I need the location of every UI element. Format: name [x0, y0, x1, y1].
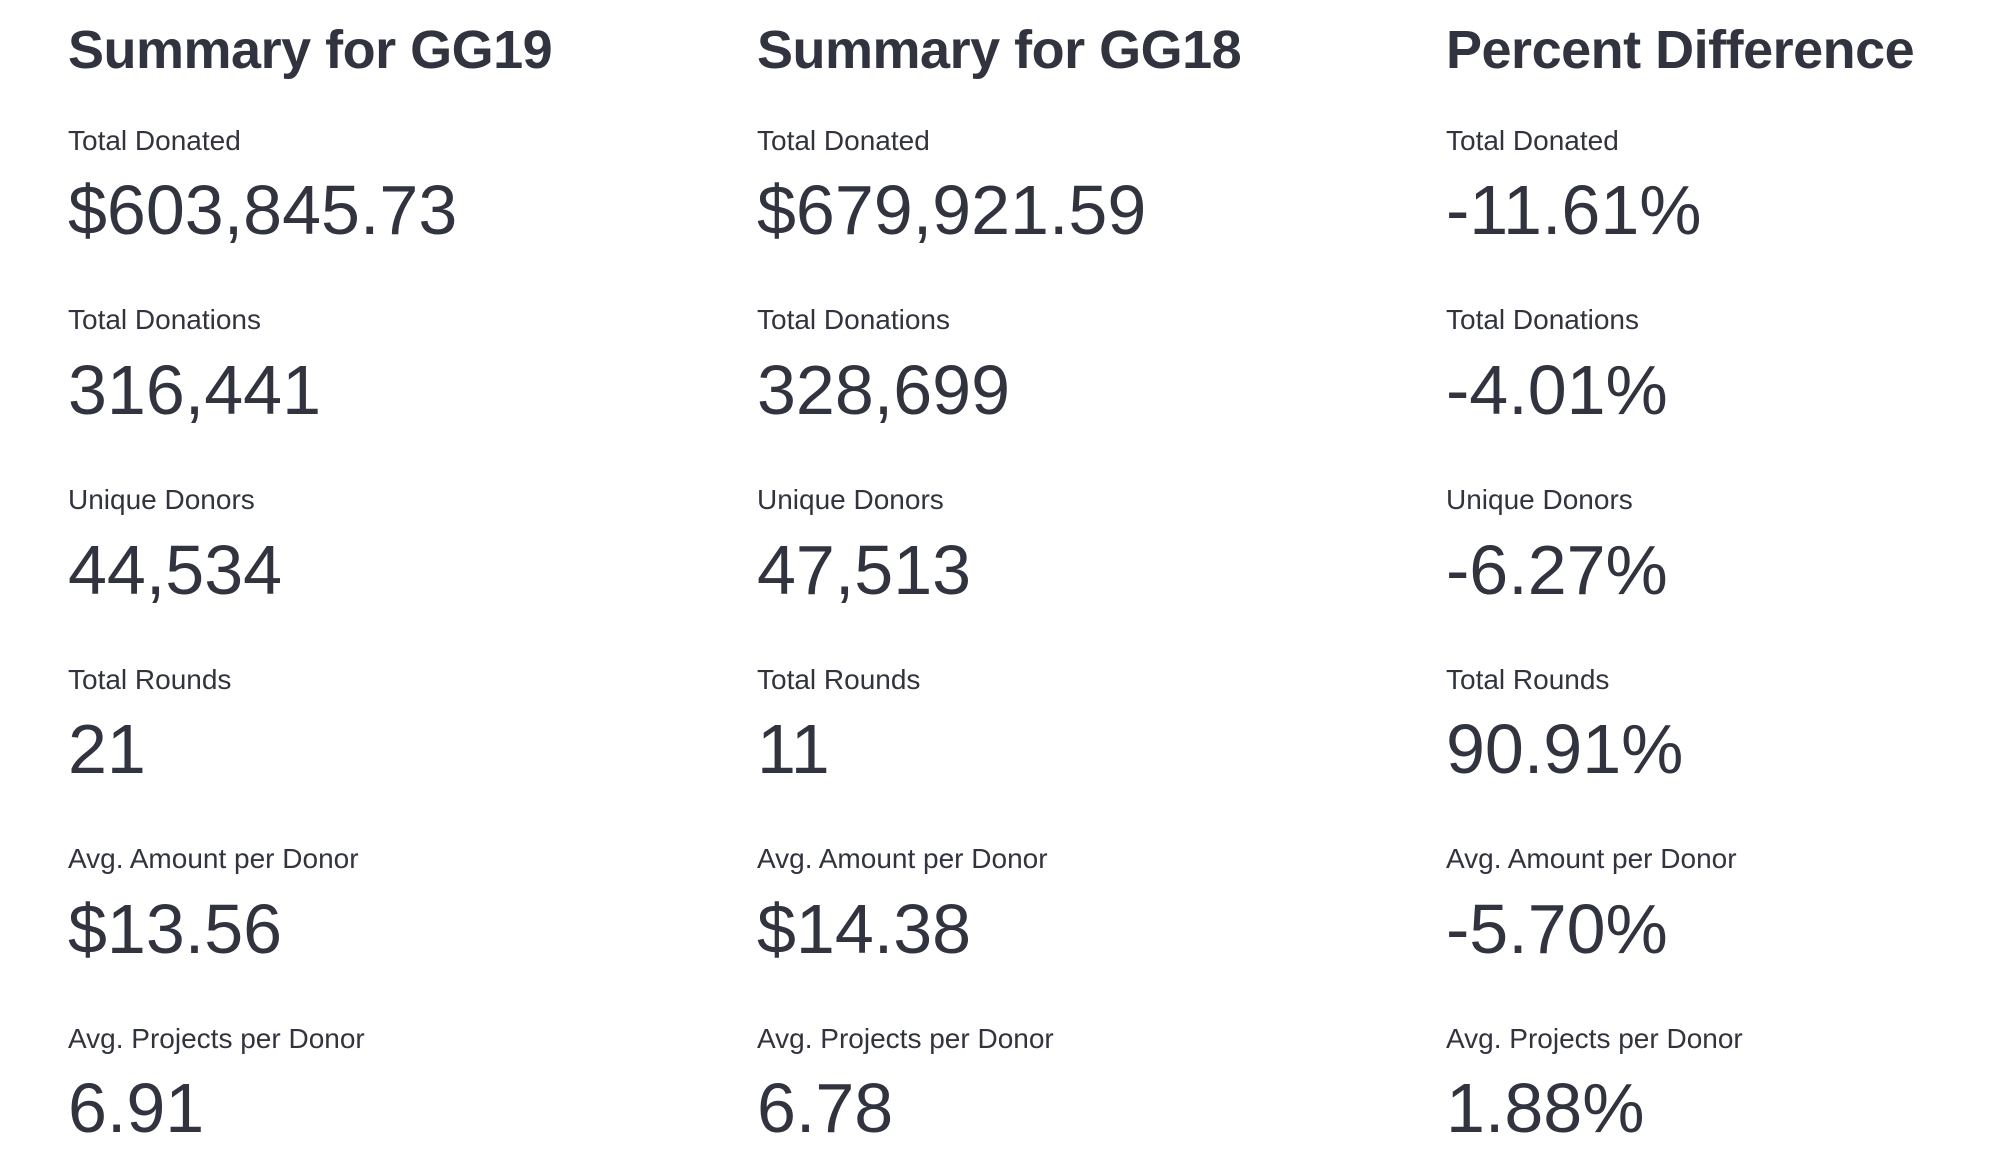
- metric-value: 21: [68, 710, 146, 789]
- metric-label: Unique Donors: [68, 483, 255, 515]
- metric-label: Total Rounds: [1446, 663, 1610, 695]
- metric-avg-amount-per-donor: Avg. Amount per Donor -5.70%: [1446, 842, 2000, 971]
- metric-value: 11: [757, 710, 830, 789]
- metric-avg-amount-per-donor: Avg. Amount per Donor $14.38: [757, 842, 1311, 971]
- metric-total-donated: Total Donated $679,921.59: [757, 124, 1311, 253]
- metric-value: -5.70%: [1446, 889, 1668, 968]
- metric-total-donated: Total Donated -11.61%: [1446, 124, 2000, 253]
- metric-label: Avg. Amount per Donor: [757, 843, 1048, 875]
- metric-value: 47,513: [757, 530, 972, 609]
- metric-value: 316,441: [68, 350, 322, 429]
- metric-total-rounds: Total Rounds 21: [68, 663, 622, 792]
- metric-avg-projects-per-donor: Avg. Projects per Donor 6.78: [757, 1022, 1311, 1151]
- metric-label: Total Donations: [68, 304, 262, 336]
- metric-value: $679,921.59: [757, 171, 1147, 250]
- metric-label: Unique Donors: [1446, 483, 1633, 515]
- metric-value: 44,534: [68, 530, 283, 609]
- metric-total-donations: Total Donations 316,441: [68, 303, 622, 432]
- metric-label: Total Donations: [757, 304, 951, 336]
- metric-total-donated: Total Donated $603,845.73: [68, 124, 622, 253]
- summary-column-gg18: Summary for GG18 Total Donated $679,921.…: [757, 18, 1311, 1170]
- metric-avg-amount-per-donor: Avg. Amount per Donor $13.56: [68, 842, 622, 971]
- metric-avg-projects-per-donor: Avg. Projects per Donor 1.88%: [1446, 1022, 2000, 1151]
- metric-unique-donors: Unique Donors 47,513: [757, 483, 1311, 612]
- column-title: Summary for GG19: [68, 20, 553, 80]
- metric-label: Avg. Projects per Donor: [757, 1022, 1054, 1054]
- metric-label: Total Donations: [1446, 304, 1640, 336]
- metric-total-rounds: Total Rounds 11: [757, 663, 1311, 792]
- summary-column-gg19: Summary for GG19 Total Donated $603,845.…: [68, 18, 622, 1170]
- metric-value: -6.27%: [1446, 530, 1668, 609]
- metric-label: Avg. Projects per Donor: [68, 1022, 365, 1054]
- metric-total-donations: Total Donations -4.01%: [1446, 303, 2000, 432]
- metric-unique-donors: Unique Donors -6.27%: [1446, 483, 2000, 612]
- metric-total-donations: Total Donations 328,699: [757, 303, 1311, 432]
- metric-value: 328,699: [757, 350, 1011, 429]
- metric-label: Total Donated: [1446, 124, 1619, 156]
- metric-label: Total Donated: [757, 124, 930, 156]
- metric-value: 1.88%: [1446, 1069, 1645, 1148]
- percent-difference-column: Percent Difference Total Donated -11.61%…: [1446, 18, 2000, 1170]
- metric-unique-donors: Unique Donors 44,534: [68, 483, 622, 612]
- metric-label: Total Rounds: [757, 663, 921, 695]
- column-title: Percent Difference: [1446, 20, 1915, 80]
- metric-label: Avg. Projects per Donor: [1446, 1022, 1743, 1054]
- metric-value: 6.91: [68, 1069, 205, 1148]
- metric-value: 90.91%: [1446, 710, 1684, 789]
- metric-value: $14.38: [757, 889, 972, 968]
- metric-value: -11.61%: [1446, 171, 1702, 250]
- metric-label: Avg. Amount per Donor: [1446, 843, 1737, 875]
- metric-value: -4.01%: [1446, 350, 1668, 429]
- metric-label: Avg. Amount per Donor: [68, 843, 359, 875]
- metric-value: $13.56: [68, 889, 283, 968]
- metric-label: Unique Donors: [757, 483, 944, 515]
- metric-value: 6.78: [757, 1069, 894, 1148]
- metric-total-rounds: Total Rounds 90.91%: [1446, 663, 2000, 792]
- metric-label: Total Donated: [68, 124, 241, 156]
- metric-avg-projects-per-donor: Avg. Projects per Donor 6.91: [68, 1022, 622, 1151]
- metric-label: Total Rounds: [68, 663, 232, 695]
- metric-value: $603,845.73: [68, 171, 458, 250]
- column-title: Summary for GG18: [757, 20, 1242, 80]
